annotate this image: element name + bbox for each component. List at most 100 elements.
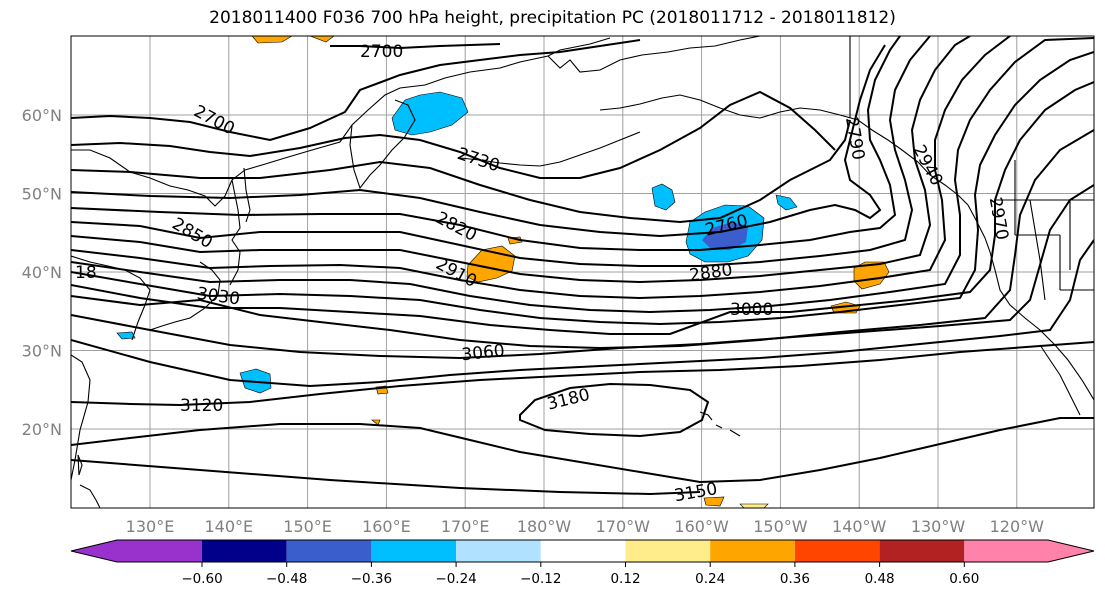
coast-baja: [1039, 344, 1081, 416]
precip-blue-small-1: [651, 183, 676, 211]
contour-label-3060: 3060: [461, 341, 506, 365]
coast-sea-okhotsk: [229, 179, 241, 286]
coast-kamchatka: [349, 99, 416, 190]
lat-tick-label: 50°N: [22, 185, 62, 204]
contour-label-2700-north: 2700: [360, 42, 403, 62]
contour-2730: [71, 90, 836, 179]
longitude-labels: 130°E 140°E 150°E 160°E 170°E 180°W 170°W 160°W…: [126, 517, 1044, 536]
height-contours: [71, 36, 1094, 496]
colorbar-segment: [286, 540, 372, 562]
precip-orange-top-2: [309, 36, 335, 43]
lon-tick-label: 130°W: [911, 517, 966, 536]
contour-3090: [71, 239, 1094, 388]
precip-yellow-bottom: [739, 503, 769, 508]
map-gridlines: [71, 36, 1094, 508]
contour-label-3180: 3180: [545, 385, 592, 415]
colorbar-segment: [879, 540, 965, 562]
coast-korea-china: [71, 255, 151, 341]
contour-label-3030: 3030: [196, 284, 242, 310]
precip-orange-bottom: [703, 496, 725, 507]
contour-3120: [71, 341, 1094, 407]
lon-tick-label: 150°E: [283, 517, 332, 536]
colorbar-segment: [794, 540, 880, 562]
colorbar-segment: [964, 540, 1094, 562]
colorbar-segment: [371, 540, 457, 562]
lon-tick-label: 180°W: [517, 517, 572, 536]
contour-label-fragment: 18: [75, 263, 97, 283]
coast-taiwan: [77, 454, 83, 476]
colorbar-tick-label: 0.12: [610, 571, 640, 587]
colorbar-segment: [71, 540, 202, 562]
colorbar-outline: [70, 539, 1095, 563]
lon-tick-label: 120°W: [990, 517, 1045, 536]
coast-alaska-west: [547, 36, 761, 73]
lat-tick-label: 60°N: [22, 106, 62, 125]
contour-3150-inner: [71, 459, 701, 496]
precip-orange-top: [251, 36, 293, 44]
contour-2700: [71, 39, 641, 142]
contour-2700-north: [330, 43, 501, 50]
contour-label-2730: 2730: [455, 144, 502, 176]
colorbar-tick-label: 0.24: [695, 571, 725, 587]
contour-label-2970: 2970: [985, 196, 1012, 242]
lon-tick-label: 130°E: [126, 517, 175, 536]
lat-tick-label: 40°N: [22, 263, 62, 282]
precip-blue-kamchatka: [391, 91, 469, 136]
latitude-labels: 60°N 50°N 40°N 30°N 20°N: [22, 106, 62, 439]
colorbar-tick-label: 0.36: [780, 571, 810, 587]
lon-tick-label: 150°W: [753, 517, 808, 536]
colorbar-segment: [202, 540, 287, 562]
map-title: 2018011400 F036 700 hPa height, precipit…: [209, 8, 896, 28]
lat-tick-label: 30°N: [22, 342, 62, 361]
contour-label-2700: 2700: [190, 101, 238, 139]
colorbar-tick-label: −0.36: [351, 571, 392, 587]
colorbar: −0.60 −0.48 −0.36 −0.24 −0.12 0.12 0.24 0.36 0.4…: [70, 539, 1095, 587]
colorbar-segment: [710, 540, 795, 562]
contour-2880: [71, 36, 971, 284]
contour-2940: [71, 37, 1094, 314]
coastlines: [71, 36, 1094, 508]
coast-asia-north: [71, 37, 611, 207]
contour-2820: [71, 36, 901, 251]
colorbar-tick-label: 0.60: [949, 571, 979, 587]
lon-tick-label: 160°E: [362, 517, 411, 536]
contour-2970: [71, 51, 1094, 326]
coast-alaska-south: [599, 94, 969, 206]
colorbar-tick-label: 0.48: [865, 571, 895, 587]
lon-tick-label: 170°E: [441, 517, 490, 536]
contour-2910: [71, 36, 1011, 300]
contour-2850: [71, 36, 931, 267]
colorbar-segment: [456, 540, 541, 562]
border-us-states: [1014, 160, 1094, 301]
colorbar-segment: [540, 540, 626, 562]
colorbar-tick-label: −0.48: [266, 571, 307, 587]
colorbar-tick-label: −0.60: [181, 571, 222, 587]
lon-tick-label: 160°W: [674, 517, 729, 536]
contour-label-3120: 3120: [180, 396, 223, 416]
coast-hawaii: [699, 411, 741, 437]
coast-aleutians: [459, 131, 641, 167]
precip-blue-japan: [116, 331, 136, 340]
contour-3000: [71, 81, 1094, 335]
contour-label-2940: 2940: [909, 142, 947, 190]
contour-label-3000: 3000: [730, 300, 773, 320]
map-frame: [70, 35, 1095, 509]
contour-3030: [71, 129, 1094, 350]
contour-label-2790: 2790: [841, 116, 868, 162]
lat-tick-label: 20°N: [22, 420, 62, 439]
contour-2790: [71, 44, 886, 238]
precip-blue-small-2: [775, 194, 798, 211]
colorbar-tick-label: −0.24: [435, 571, 476, 587]
lon-tick-label: 170°W: [596, 517, 651, 536]
contour-3060: [71, 184, 1094, 360]
coast-north-america-west: [967, 204, 1094, 401]
colorbar-segment: [625, 540, 711, 562]
lon-tick-label: 140°E: [204, 517, 253, 536]
contour-3150: [71, 417, 1094, 484]
precip-orange-tiny-2: [371, 419, 381, 426]
lon-tick-label: 140°W: [832, 517, 887, 536]
colorbar-tick-label: −0.12: [520, 571, 561, 587]
contour-2760: [71, 119, 851, 224]
contour-3180: [519, 382, 710, 438]
